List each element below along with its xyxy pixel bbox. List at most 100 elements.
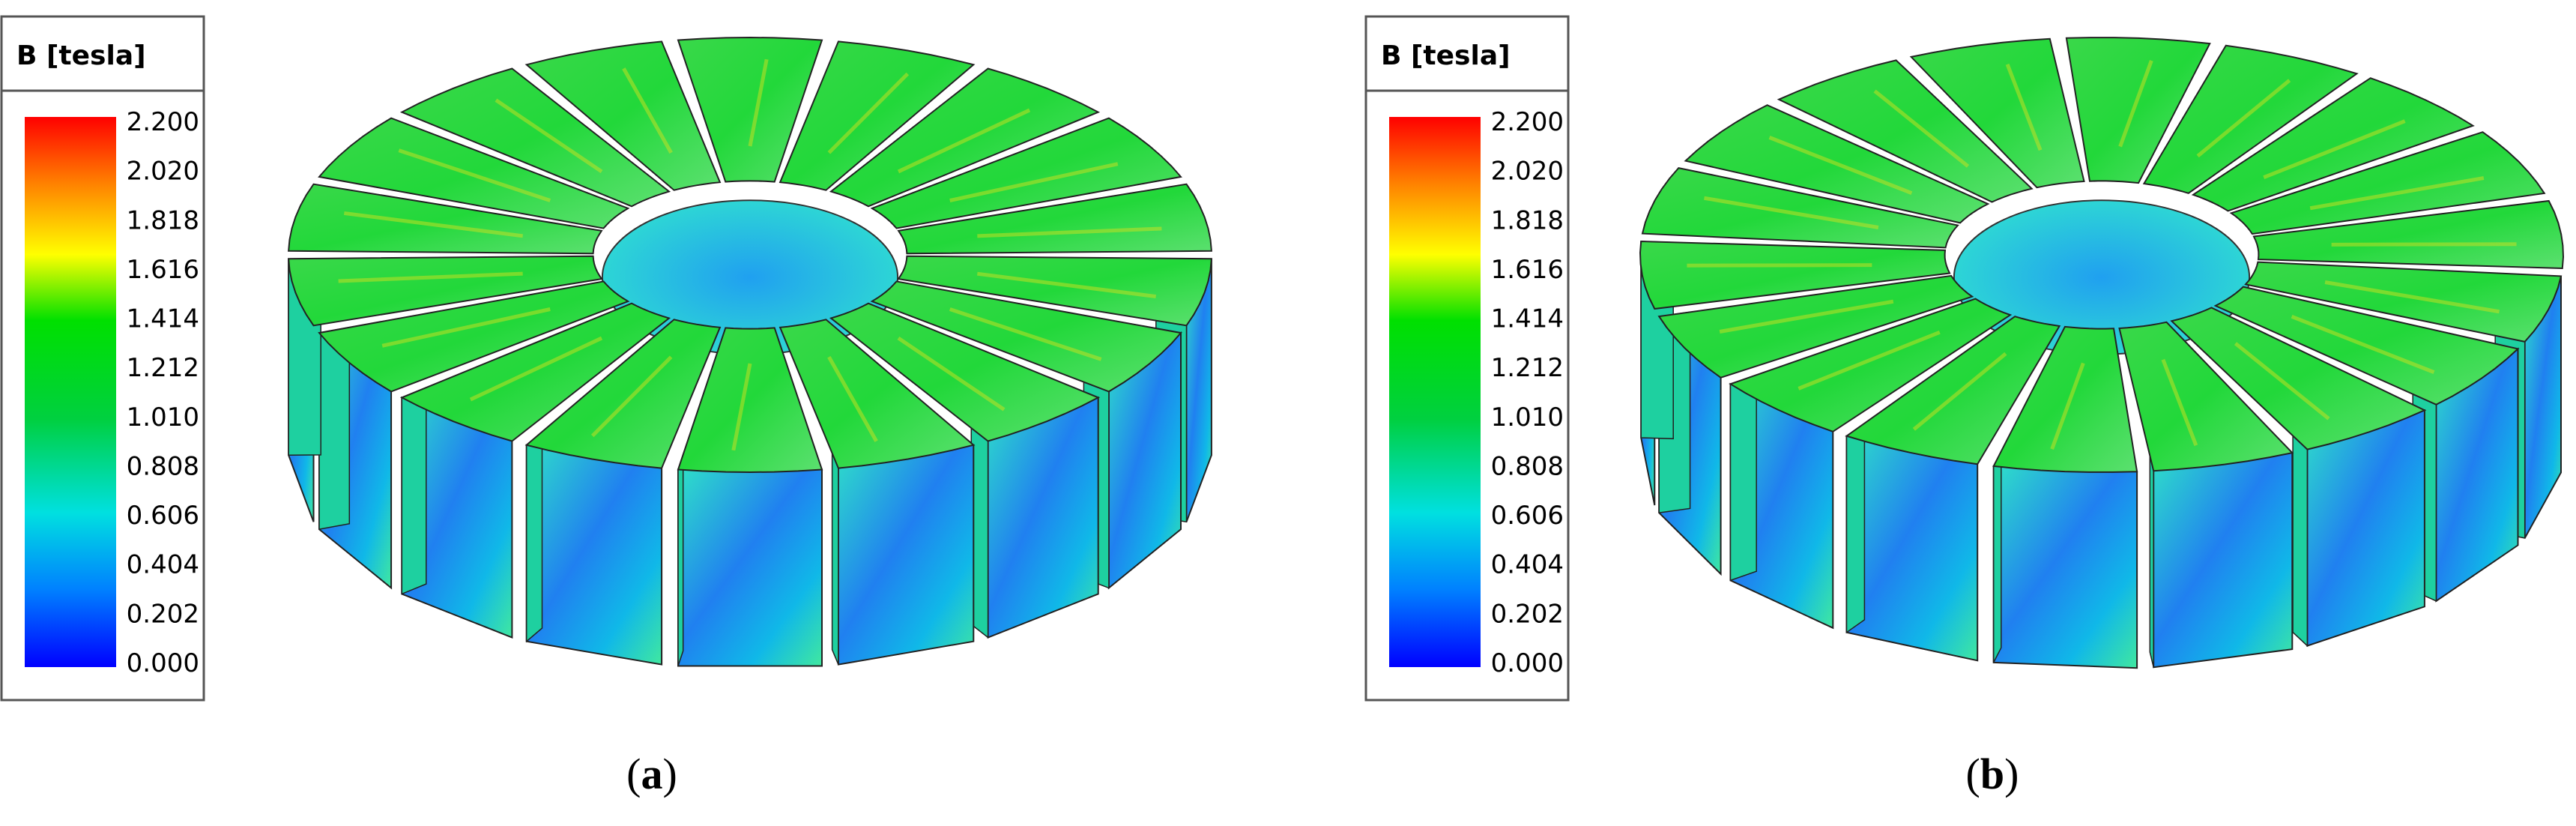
flux-streak <box>2050 362 2085 450</box>
rotor-top-face <box>399 302 671 442</box>
color-bar <box>1389 117 1481 667</box>
flux-streak <box>1719 299 1894 334</box>
rotor-top-face <box>2252 199 2565 270</box>
flux-streak <box>731 363 752 451</box>
rotor-side-edge <box>1845 422 1866 634</box>
flux-streak <box>1687 263 1872 268</box>
scale-label: 1.212 <box>127 353 199 383</box>
rotor <box>288 36 1212 667</box>
flux-streak <box>827 72 910 154</box>
rotor-top-face <box>288 255 603 327</box>
flux-streak <box>897 108 1031 174</box>
caption: (b) <box>1966 750 2019 798</box>
scale-label: 0.808 <box>1491 451 1564 481</box>
flux-streak <box>897 337 1006 412</box>
rotor-top-face <box>829 67 1101 208</box>
rotor-top-face <box>870 117 1182 229</box>
legend-title: B [tesla] <box>1381 40 1511 71</box>
rotor-top-face <box>1657 274 1974 379</box>
rotor-side-edge <box>677 454 684 666</box>
flux-streak <box>1704 196 1879 229</box>
rotor-top-face <box>399 67 671 208</box>
color-bar <box>25 117 116 667</box>
flux-streak <box>343 211 523 238</box>
caption-part: ) <box>663 750 677 798</box>
flux-streak <box>2291 314 2435 374</box>
rotor-top-face <box>524 319 722 469</box>
rotor-top-face <box>2170 307 2427 450</box>
scale-label: 1.818 <box>127 205 199 235</box>
rotor-top-face <box>677 36 823 183</box>
scale-label: 0.606 <box>127 501 199 531</box>
flux-streak <box>2263 119 2406 180</box>
flux-streak <box>1873 89 1970 168</box>
rotor-side-face <box>2153 451 2294 669</box>
rotor-side-face <box>525 444 663 666</box>
scale-label: 0.202 <box>127 599 199 629</box>
flux-streak <box>590 355 673 438</box>
scale-label: 0.606 <box>1491 501 1564 531</box>
caption-part: ( <box>626 750 641 798</box>
rotor-top-face <box>2142 44 2359 194</box>
rotor-top-face <box>318 280 630 393</box>
rotor-top-face <box>524 40 722 191</box>
panel: B [tesla] 2.200 2.020 1.818 1.616 1.414 1.212 1… <box>1364 15 2565 798</box>
rotor-top-face <box>1639 240 1951 310</box>
rotor-side-edge <box>1729 374 1757 582</box>
rotor-top-face <box>897 255 1212 327</box>
scale-label: 1.212 <box>1491 353 1564 383</box>
flux-streak <box>381 307 551 348</box>
rotor-side-edge <box>2149 455 2154 668</box>
rotor-top-face <box>778 319 976 469</box>
rotor-top-face <box>677 327 823 474</box>
flux-streak <box>1798 330 1941 391</box>
scale-label: 1.414 <box>1491 304 1564 334</box>
scale-label: 1.414 <box>127 304 199 334</box>
rotor-side-face <box>837 444 975 666</box>
rotor-top-face <box>778 40 976 191</box>
rotor-top-face <box>1641 167 1959 249</box>
flux-streak <box>622 67 673 154</box>
flux-streak <box>827 356 878 442</box>
scale-label: 0.000 <box>1491 648 1564 678</box>
caption-part: a <box>641 750 663 798</box>
flux-streak <box>2234 342 2330 420</box>
scale-label: 2.020 <box>127 157 199 187</box>
flux-streak <box>469 336 603 402</box>
rotor-top-face <box>2065 37 2211 184</box>
scale-label: 2.200 <box>1491 107 1564 137</box>
flux-streak <box>338 271 523 283</box>
rotor-top-face <box>1909 37 2085 189</box>
flux-streak <box>2161 358 2198 447</box>
flux-streak <box>398 148 551 202</box>
rotor-top-face <box>2118 321 2294 472</box>
flux-streak <box>748 58 769 147</box>
rotor-side-face <box>677 468 823 667</box>
rotor-top-face <box>2244 261 2563 343</box>
flux-streak <box>977 271 1157 299</box>
rotor-side-edge <box>831 453 839 665</box>
caption: (a) <box>626 750 677 798</box>
scale-label: 2.200 <box>127 107 199 137</box>
rotor-top-face <box>829 302 1101 442</box>
scale-label: 1.616 <box>1491 255 1564 285</box>
rotor-side-face <box>1845 435 1979 662</box>
scale-label: 0.404 <box>127 550 199 580</box>
flux-streak <box>495 98 603 173</box>
flux-streak <box>949 162 1119 202</box>
rotor-top-face <box>288 183 603 255</box>
scale-label: 1.010 <box>127 403 199 432</box>
flux-streak <box>2005 63 2043 151</box>
flux-streak <box>1912 352 2007 431</box>
scale-label: 2.020 <box>1491 157 1564 187</box>
rotor <box>1639 37 2565 669</box>
rotor-top-face <box>1729 298 2013 432</box>
scale-label: 0.404 <box>1491 550 1564 580</box>
rotor-side-edge <box>401 386 427 595</box>
flux-streak <box>2324 280 2500 314</box>
rotor-top-face <box>2229 131 2546 235</box>
flux-streak <box>2196 79 2291 158</box>
rotor-top-face <box>1845 316 2061 465</box>
